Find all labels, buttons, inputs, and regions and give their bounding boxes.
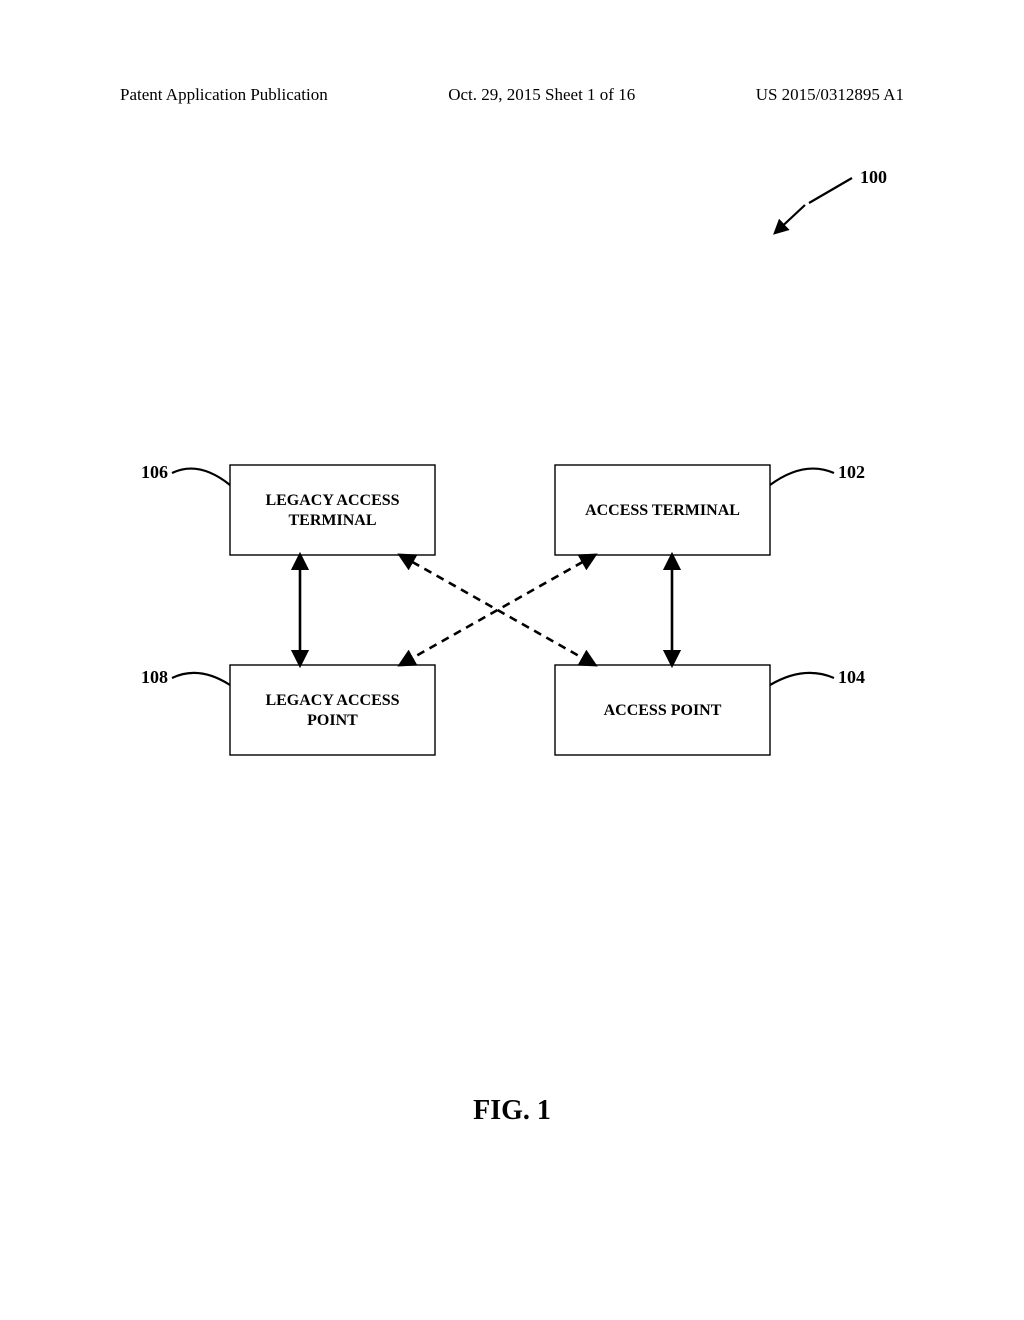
header-right: US 2015/0312895 A1 xyxy=(756,85,904,105)
header-left: Patent Application Publication xyxy=(120,85,328,105)
box-access_point: ACCESS POINT 104 xyxy=(555,665,865,755)
figure-caption: FIG. 1 xyxy=(0,1095,1024,1127)
svg-text:TERMINAL: TERMINAL xyxy=(288,512,376,529)
svg-text:LEGACY ACCESS: LEGACY ACCESS xyxy=(265,492,399,509)
svg-text:106: 106 xyxy=(141,462,168,482)
svg-text:LEGACY ACCESS: LEGACY ACCESS xyxy=(265,692,399,709)
box-legacy_terminal: LEGACY ACCESS TERMINAL 106 xyxy=(141,462,435,555)
svg-text:ACCESS TERMINAL: ACCESS TERMINAL xyxy=(585,502,740,519)
svg-text:102: 102 xyxy=(838,462,865,482)
svg-text:ACCESS POINT: ACCESS POINT xyxy=(604,702,722,719)
box-legacy_point: LEGACY ACCESS POINT 108 xyxy=(141,665,435,755)
box-access_terminal: ACCESS TERMINAL 102 xyxy=(555,462,865,555)
header-center: Oct. 29, 2015 Sheet 1 of 16 xyxy=(448,85,635,105)
diagram-svg: 100 LEGACY ACCESS TERMINAL 106 ACCESS TERMI… xyxy=(0,155,1024,1055)
svg-text:104: 104 xyxy=(838,667,865,687)
svg-text:100: 100 xyxy=(860,167,887,187)
svg-text:POINT: POINT xyxy=(307,712,358,729)
svg-text:108: 108 xyxy=(141,667,168,687)
page-header: Patent Application Publication Oct. 29, … xyxy=(0,85,1024,105)
overall-ref: 100 xyxy=(775,167,887,233)
